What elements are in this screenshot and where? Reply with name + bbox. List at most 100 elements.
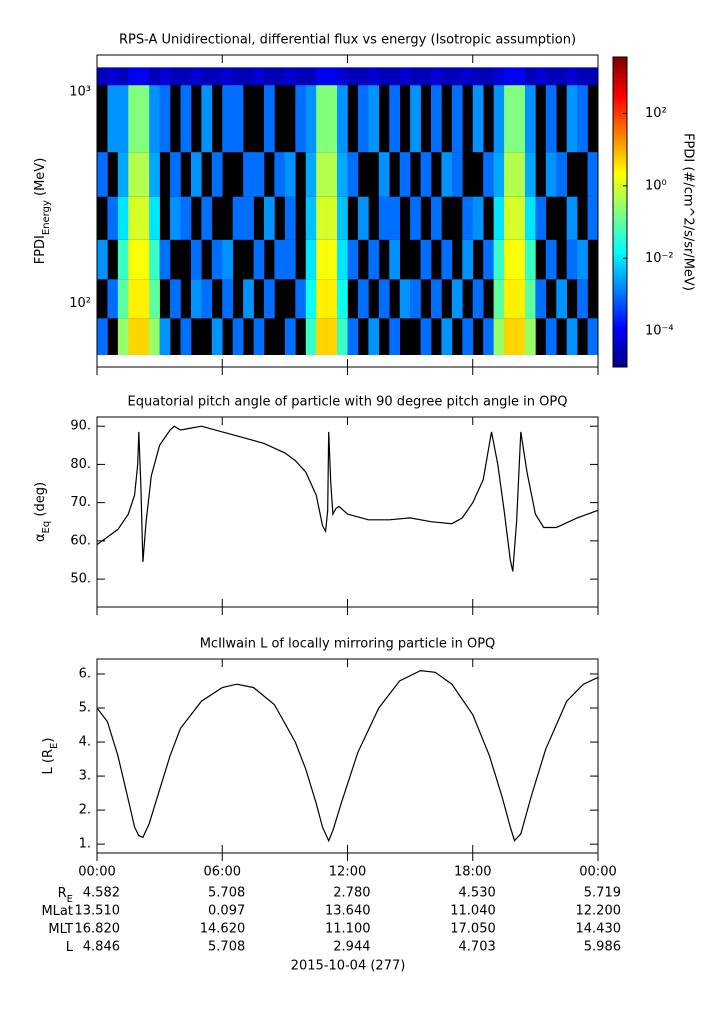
subscript: Energy [41, 200, 52, 235]
colorbar-segment [613, 147, 627, 151]
spectrogram-cell [410, 67, 421, 86]
spectrogram-cell [347, 318, 359, 355]
panel-title: McIlwain L of locally mirroring particle… [200, 637, 496, 652]
colorbar-segment [613, 255, 627, 259]
colorbar-segment [613, 323, 627, 327]
date-label: 2015-10-04 (277) [291, 959, 406, 974]
y-tick-label: 90. [70, 419, 91, 434]
spectrogram-cell [389, 85, 400, 153]
spectrogram-cell [577, 67, 588, 86]
spectrogram-cell [556, 67, 567, 86]
spectrogram-cell [483, 239, 494, 280]
y-tick-label: 2. [79, 803, 91, 818]
colorbar-segment [613, 131, 627, 135]
y-axis-label: L (RE) [41, 738, 60, 775]
spectrogram-cell [493, 239, 505, 280]
spectrogram-cell [451, 85, 463, 153]
spectrogram-cell [514, 67, 526, 86]
colorbar-segment [613, 305, 627, 309]
spectrogram-cell [274, 67, 286, 86]
spectrogram-cell [389, 239, 400, 280]
spectrogram-cell [399, 67, 411, 86]
ephemeris-value: 16.820 [75, 922, 121, 937]
colorbar-segment [613, 88, 627, 92]
colorbar-segment [613, 237, 627, 241]
spectrogram-cell [170, 67, 181, 86]
spectrogram-cell [504, 279, 515, 319]
spectrogram-cell [232, 196, 244, 240]
spectrogram-cell [566, 67, 578, 86]
spectrogram-cell [431, 196, 442, 240]
spectrogram-cell [378, 196, 390, 240]
spectrogram-cell [535, 279, 547, 319]
spectrogram-cell [504, 318, 515, 355]
spectrogram-cell [441, 152, 453, 197]
spectrogram-cell [462, 318, 474, 355]
label-part: (MeV) [33, 158, 48, 200]
spectrogram-cell [462, 196, 474, 240]
y-tick-label: 10³ [69, 85, 91, 100]
spectrogram-cell [305, 67, 317, 86]
spectrogram-cell [138, 67, 150, 86]
label-part: L (R [41, 749, 56, 774]
spectrogram-cell [337, 67, 348, 86]
spectrogram-cell [524, 196, 536, 240]
spectrogram-cell [420, 67, 432, 86]
spectrogram-cell [117, 196, 129, 240]
ephemeris-value: 11.040 [450, 904, 496, 919]
spectrogram-cell [420, 239, 432, 280]
spectrogram-cell [284, 239, 296, 280]
spectrogram-cell [431, 85, 442, 153]
spectrogram-cell [545, 239, 557, 280]
colorbar-segment [613, 336, 627, 340]
y-tick-label: 5. [79, 701, 91, 716]
colorbar-segment [613, 186, 627, 190]
colorbar-segment [613, 315, 627, 319]
spectrogram-cell [180, 318, 192, 355]
spectrogram-cell [347, 152, 359, 197]
spectrogram-cell [264, 196, 275, 240]
colorbar-segment [613, 361, 627, 365]
spectrogram-cell [201, 67, 213, 86]
spectrogram-cell [483, 152, 494, 197]
spectrogram-cell [149, 196, 160, 240]
spectrogram-cell [357, 279, 369, 319]
spectrogram-cell [483, 67, 494, 86]
spectrogram-cell [222, 67, 233, 86]
spectrogram-cell [190, 152, 202, 197]
spectrogram-cell [128, 239, 140, 280]
spectrogram-cell [493, 67, 505, 86]
spectrogram-cell [211, 318, 223, 355]
spectrogram-cell [295, 85, 307, 153]
data-line [96, 425, 599, 572]
spectrogram-cell [587, 152, 599, 197]
colorbar-segment [613, 152, 627, 156]
spectrogram-cell [170, 152, 181, 197]
spectrogram-cell [545, 152, 557, 197]
spectrogram-cell [159, 318, 171, 355]
colorbar-tick-label: 10² [645, 106, 667, 121]
colorbar-segment [613, 248, 627, 252]
y-axis-label: αEq (deg) [33, 482, 52, 542]
spectrogram-cell [117, 152, 129, 197]
colorbar-segment [613, 144, 627, 148]
colorbar-segment [613, 348, 627, 352]
spectrogram-cell [337, 318, 348, 355]
colorbar-segment [613, 175, 627, 179]
spectrogram-cell [357, 85, 369, 153]
colorbar-segment [613, 119, 627, 123]
spectrogram-cell [451, 279, 463, 319]
colorbar-segment [613, 57, 627, 61]
colorbar-segment [613, 59, 627, 63]
spectrogram-cell [337, 196, 348, 240]
spectrogram-cell [222, 239, 233, 280]
ephemeris-row-label: MLat [41, 904, 73, 919]
spectrogram-cell [378, 152, 390, 197]
colorbar-tick-label: 10⁰ [645, 178, 667, 193]
spectrogram-cell [326, 239, 338, 280]
colorbar-segment [613, 268, 627, 272]
spectrogram-cell [524, 85, 536, 153]
colorbar-segment [613, 271, 627, 275]
ephemeris-value: 5.719 [584, 886, 621, 901]
spectrogram-cell [243, 152, 254, 197]
